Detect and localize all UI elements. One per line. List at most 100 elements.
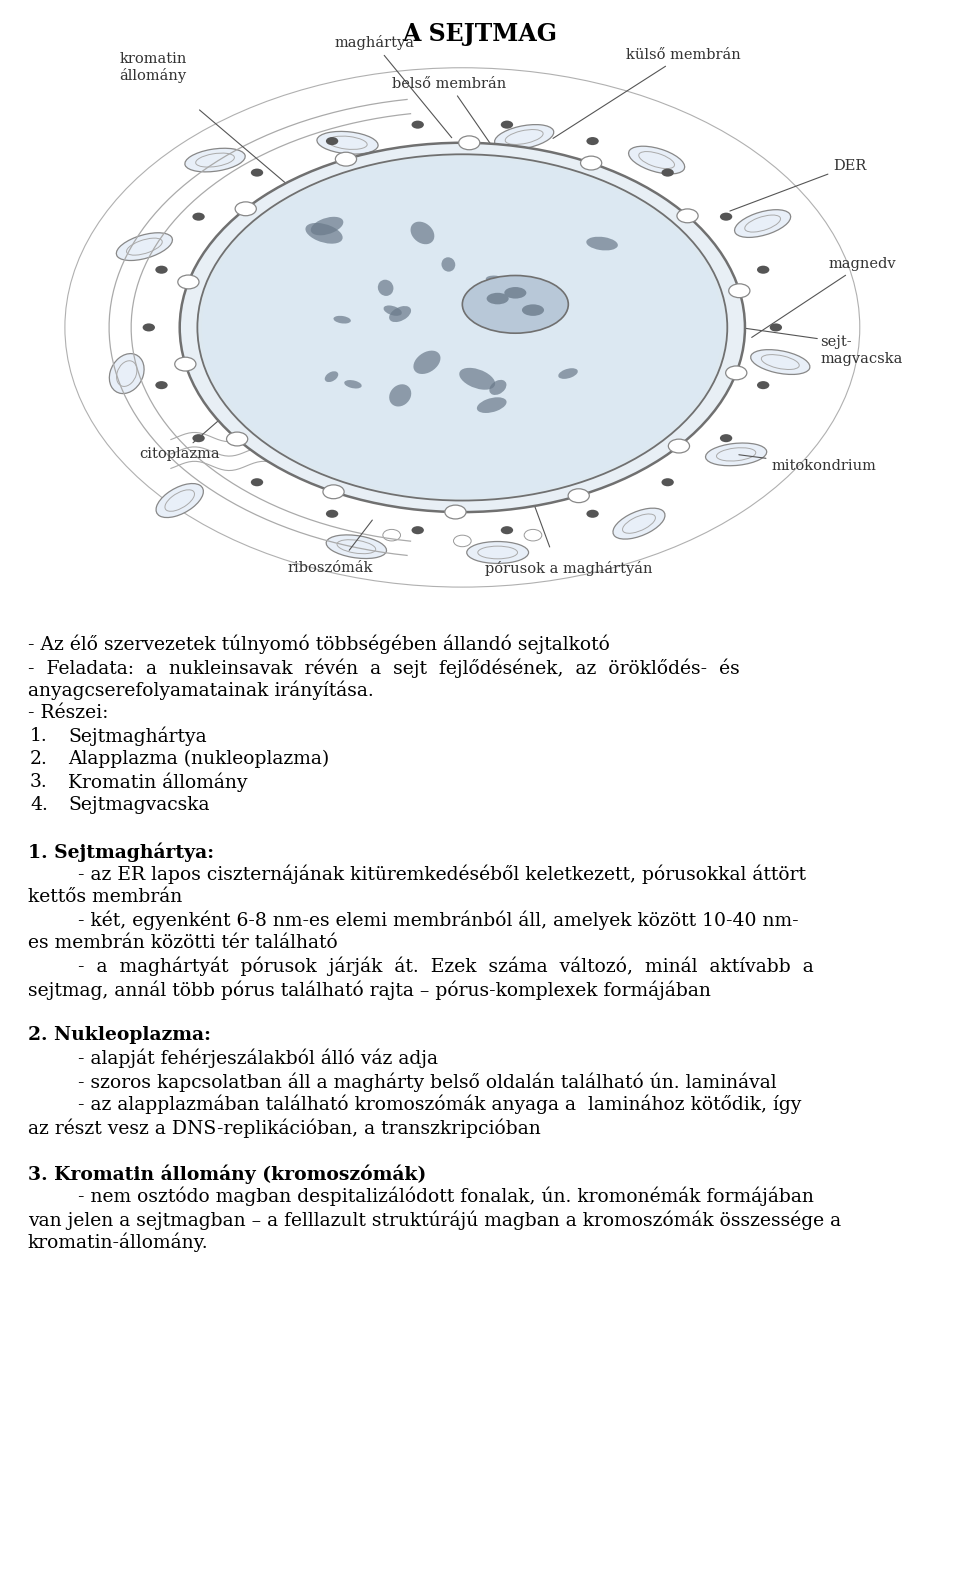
Circle shape: [235, 202, 256, 215]
Text: Sejtmagvacska: Sejtmagvacska: [68, 795, 209, 814]
Circle shape: [175, 357, 196, 372]
Text: anyagcserefolyamatainak irányítása.: anyagcserefolyamatainak irányítása.: [28, 681, 373, 700]
Circle shape: [726, 365, 747, 379]
Text: citoplazma: citoplazma: [139, 409, 230, 462]
Text: pórusok a maghártyán: pórusok a maghártyán: [485, 561, 652, 575]
Text: - Az élő szervezetek túlnyomó többségében állandó sejtalkotó: - Az élő szervezetek túlnyomó többségébe…: [28, 636, 610, 655]
Ellipse shape: [487, 292, 509, 304]
Circle shape: [412, 120, 424, 128]
Circle shape: [444, 504, 466, 519]
Circle shape: [661, 477, 674, 487]
Text: - az alapplazmában található kromoszómák anyaga a  laminához kötődik, így: - az alapplazmában található kromoszómák…: [78, 1096, 802, 1115]
Text: kromatin-állomány.: kromatin-állomány.: [28, 1233, 208, 1252]
Ellipse shape: [442, 258, 455, 272]
Text: Kromatin állomány: Kromatin állomány: [68, 773, 248, 792]
Text: riboszómák: riboszómák: [287, 561, 372, 575]
Ellipse shape: [378, 280, 394, 296]
Ellipse shape: [333, 316, 350, 324]
Ellipse shape: [180, 142, 745, 512]
Ellipse shape: [411, 221, 434, 243]
Ellipse shape: [305, 223, 343, 243]
Text: -  Feladata:  a  nukleinsavak  révén  a  sejt  fejlődésének,  az  öröklődés-  és: - Feladata: a nukleinsavak révén a sejt …: [28, 658, 740, 678]
Text: 2. Nukleoplazma:: 2. Nukleoplazma:: [28, 1026, 211, 1043]
Text: 4.: 4.: [30, 795, 48, 814]
Text: 3. Kromatin állomány (kromoszómák): 3. Kromatin állomány (kromoszómák): [28, 1164, 426, 1184]
Text: sejt-
magvacska: sejt- magvacska: [820, 335, 902, 365]
Circle shape: [757, 381, 769, 389]
Ellipse shape: [459, 368, 495, 391]
Circle shape: [143, 324, 155, 332]
Text: -  a  maghártyát  pórusok  járják  át.  Ezek  száma  változó,  minál  aktívabb  : - a maghártyát pórusok járják át. Ezek s…: [78, 957, 814, 977]
Circle shape: [661, 169, 674, 177]
Text: A SEJTMAG: A SEJTMAG: [402, 22, 558, 46]
Ellipse shape: [389, 307, 411, 323]
Text: 1.: 1.: [30, 727, 48, 745]
Ellipse shape: [389, 384, 411, 406]
Circle shape: [325, 509, 338, 519]
Ellipse shape: [504, 288, 526, 299]
Circle shape: [729, 285, 750, 297]
Ellipse shape: [116, 232, 173, 261]
Text: kettős membrán: kettős membrán: [28, 889, 182, 906]
Circle shape: [587, 138, 599, 145]
Ellipse shape: [109, 354, 144, 394]
Text: Sejtmaghártya: Sejtmaghártya: [68, 727, 206, 746]
Text: kromatin
állomány: kromatin állomány: [120, 52, 187, 84]
Circle shape: [156, 381, 168, 389]
Text: belső membrán: belső membrán: [392, 77, 506, 152]
Circle shape: [587, 509, 599, 519]
Circle shape: [720, 435, 732, 443]
Circle shape: [770, 324, 782, 332]
Text: mitokondrium: mitokondrium: [739, 455, 876, 473]
Ellipse shape: [467, 542, 529, 563]
Circle shape: [192, 212, 204, 221]
Ellipse shape: [477, 397, 507, 413]
Circle shape: [251, 477, 263, 487]
Ellipse shape: [185, 149, 245, 172]
Text: DER: DER: [730, 158, 867, 210]
Ellipse shape: [706, 443, 767, 466]
Text: - szoros kapcsolatban áll a maghárty belső oldalán található ún. laminával: - szoros kapcsolatban áll a maghárty bel…: [78, 1072, 777, 1091]
Ellipse shape: [311, 217, 344, 236]
Ellipse shape: [587, 237, 618, 250]
Circle shape: [156, 266, 168, 274]
Circle shape: [501, 526, 514, 534]
Ellipse shape: [490, 379, 507, 395]
Text: - két, egyenként 6-8 nm-es elemi membránból áll, amelyek között 10-40 nm-: - két, egyenként 6-8 nm-es elemi membrán…: [78, 911, 799, 931]
Circle shape: [412, 526, 424, 534]
Circle shape: [192, 435, 204, 443]
Circle shape: [335, 152, 356, 166]
Text: 2.: 2.: [30, 749, 48, 768]
Circle shape: [568, 489, 589, 503]
Text: magnedv: magnedv: [752, 258, 897, 337]
Circle shape: [325, 138, 338, 145]
Circle shape: [251, 169, 263, 177]
Circle shape: [227, 432, 248, 446]
Text: maghártya: maghártya: [334, 35, 452, 138]
Text: - nem osztódo magban despitalizálódott fonalak, ún. kromonémák formájában: - nem osztódo magban despitalizálódott f…: [78, 1187, 814, 1206]
Text: - Részei:: - Részei:: [28, 704, 108, 723]
Ellipse shape: [384, 305, 402, 316]
Ellipse shape: [156, 484, 204, 517]
Text: sejtmag, annál több pórus található rajta – pórus-komplexek formájában: sejtmag, annál több pórus található rajt…: [28, 980, 710, 999]
Text: külső membrán: külső membrán: [553, 47, 740, 139]
Circle shape: [178, 275, 199, 289]
Circle shape: [677, 209, 698, 223]
Text: az részt vesz a DNS-replikációban, a transzkripcióban: az részt vesz a DNS-replikációban, a tra…: [28, 1118, 540, 1137]
Ellipse shape: [751, 349, 810, 375]
Circle shape: [757, 266, 769, 274]
Ellipse shape: [494, 125, 554, 149]
Ellipse shape: [612, 508, 665, 539]
Circle shape: [501, 120, 514, 128]
Ellipse shape: [345, 379, 362, 389]
Text: - az ER lapos ciszternájának kitüremkedéséből keletkezett, pórusokkal áttört: - az ER lapos ciszternájának kitüremkedé…: [78, 865, 806, 884]
Text: - alapját fehérjeszálakból álló váz adja: - alapját fehérjeszálakból álló váz adja: [78, 1050, 438, 1069]
Circle shape: [459, 136, 480, 150]
Ellipse shape: [486, 275, 503, 283]
Ellipse shape: [324, 372, 338, 383]
Ellipse shape: [198, 155, 728, 501]
Circle shape: [581, 157, 602, 171]
Ellipse shape: [629, 145, 684, 174]
Ellipse shape: [522, 304, 544, 316]
Circle shape: [668, 440, 689, 454]
